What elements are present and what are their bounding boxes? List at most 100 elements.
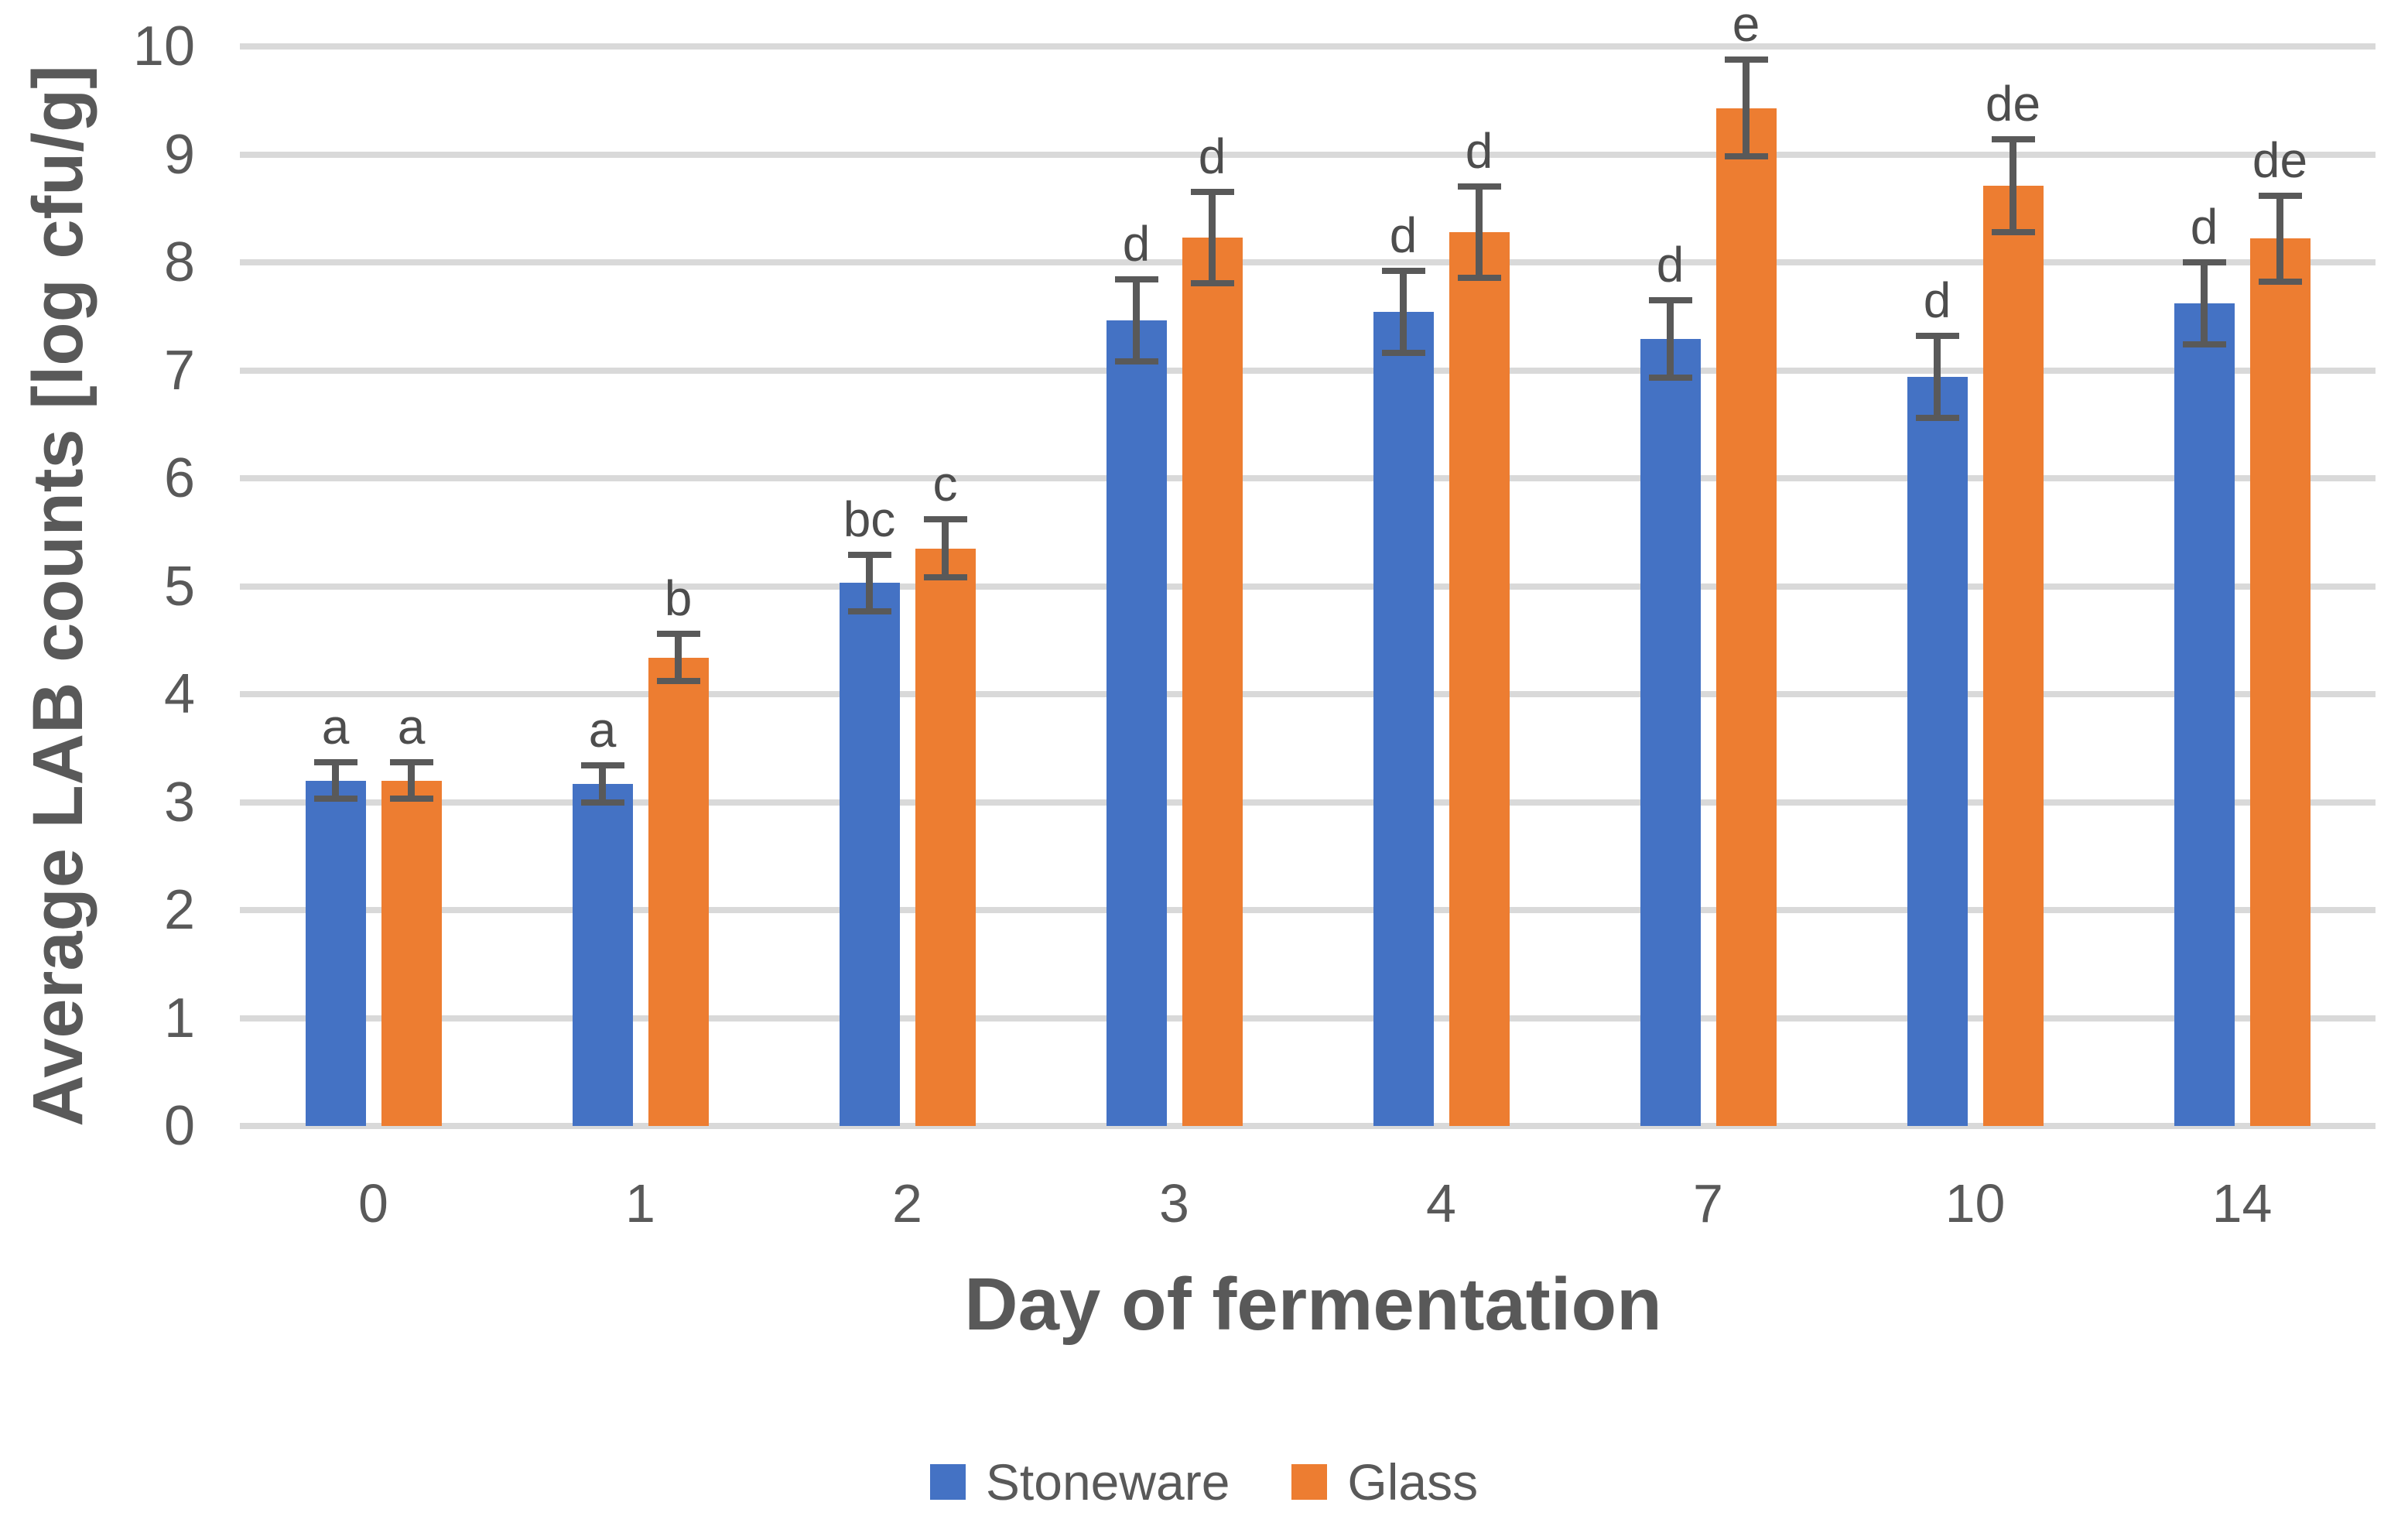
error-bar-cap-bottom: [2182, 341, 2226, 348]
error-bar-cap-bottom: [1991, 228, 2035, 235]
y-tick-label-1: 1: [163, 987, 195, 1049]
significance-letter: a: [321, 698, 350, 755]
x-tick-label-1: 1: [625, 1173, 655, 1234]
bar-glass-day-2: [915, 548, 976, 1126]
bar-stoneware-day-10: [1907, 376, 1968, 1126]
significance-letter: a: [397, 698, 426, 755]
bar-glass-day-4: [1449, 231, 1510, 1126]
gridline-y-6: [240, 475, 2376, 481]
error-bar-cap-bottom: [1457, 274, 1501, 281]
error-bar: [2201, 262, 2208, 345]
x-axis-title: Day of fermentation: [964, 1263, 1662, 1346]
legend-item-stoneware: Stoneware: [929, 1453, 1230, 1511]
y-tick-label-6: 6: [163, 447, 195, 509]
error-bar: [1133, 279, 1140, 362]
significance-letter: d: [1198, 128, 1226, 185]
bar-stoneware-day-14: [2174, 303, 2235, 1126]
bar-stoneware-day-2: [839, 583, 900, 1126]
gridline-y-1: [240, 1015, 2376, 1022]
error-bar: [332, 761, 339, 799]
significance-letter: d: [1656, 236, 1685, 293]
y-tick-label-5: 5: [163, 555, 195, 618]
x-tick-label-14: 14: [2211, 1173, 2273, 1234]
y-tick-label-4: 4: [163, 663, 195, 725]
significance-letter: e: [1732, 0, 1760, 52]
x-tick-label-3: 3: [1159, 1173, 1189, 1234]
error-bar: [1400, 271, 1407, 354]
error-bar-cap-top: [1114, 276, 1158, 283]
error-bar-cap-bottom: [1915, 414, 1959, 421]
error-bar-cap-top: [847, 552, 891, 559]
gridline-y-2: [240, 907, 2376, 913]
error-bar-cap-top: [656, 630, 700, 637]
error-bar-cap-top: [2258, 192, 2302, 199]
gridline-y-9: [240, 151, 2376, 158]
gridline-y-10: [240, 43, 2376, 50]
error-bar: [1934, 335, 1941, 418]
bar-glass-day-10: [1982, 185, 2044, 1126]
y-tick-label-10: 10: [132, 15, 195, 77]
error-bar-cap-bottom: [389, 796, 433, 803]
x-tick-label-10: 10: [1945, 1173, 2006, 1234]
y-tick-label-2: 2: [163, 879, 195, 941]
error-bar-cap-bottom: [313, 796, 357, 803]
bar-stoneware-day-7: [1640, 339, 1701, 1126]
gridline-y-8: [240, 259, 2376, 265]
error-bar-cap-top: [1190, 189, 1234, 196]
stoneware-swatch-icon: [929, 1464, 966, 1500]
y-tick-label-7: 7: [163, 339, 195, 402]
gridline-y-3: [240, 799, 2376, 806]
error-bar: [675, 633, 682, 682]
error-bar: [2276, 195, 2283, 282]
gridline-y-7: [240, 367, 2376, 374]
significance-letter: d: [1389, 207, 1418, 264]
bar-glass-day-0: [381, 780, 442, 1126]
error-bar: [866, 555, 873, 611]
significance-letter: d: [2190, 199, 2218, 255]
error-bar-cap-top: [389, 758, 433, 765]
significance-letter: a: [588, 702, 617, 758]
bar-stoneware-day-4: [1373, 312, 1434, 1126]
y-tick-label-3: 3: [163, 771, 195, 833]
error-bar-cap-top: [1724, 56, 1768, 63]
error-bar-cap-top: [1381, 268, 1425, 275]
x-tick-label-2: 2: [892, 1173, 922, 1234]
significance-letter: de: [1985, 75, 2041, 132]
x-tick-label-4: 4: [1426, 1173, 1456, 1234]
significance-letter: d: [1465, 123, 1493, 180]
error-bar: [408, 761, 415, 799]
bar-glass-day-3: [1182, 237, 1243, 1126]
glass-swatch-icon: [1291, 1464, 1328, 1500]
bar-glass-day-7: [1715, 108, 1777, 1126]
legend-label-glass: Glass: [1347, 1453, 1479, 1511]
significance-letter: b: [664, 570, 693, 626]
error-bar-cap-top: [1915, 332, 1959, 339]
error-bar-cap-bottom: [1381, 350, 1425, 357]
error-bar-cap-bottom: [847, 607, 891, 614]
x-tick-label-7: 7: [1693, 1173, 1723, 1234]
error-bar-cap-top: [1648, 296, 1692, 303]
legend: Stoneware Glass: [0, 1455, 2408, 1509]
legend-label-stoneware: Stoneware: [985, 1453, 1230, 1511]
gridline-y-0: [240, 1123, 2376, 1129]
error-bar-cap-bottom: [1190, 279, 1234, 286]
gridline-y-4: [240, 691, 2376, 697]
error-bar-cap-top: [1991, 135, 2035, 142]
error-bar: [599, 765, 606, 803]
significance-letter: c: [932, 456, 958, 512]
error-bar-cap-top: [313, 758, 357, 765]
error-bar: [1743, 59, 1750, 157]
error-bar-cap-top: [923, 516, 967, 522]
significance-letter: d: [1923, 272, 1951, 328]
bar-glass-day-14: [2249, 238, 2311, 1126]
x-tick-label-0: 0: [358, 1173, 388, 1234]
bar-stoneware-day-0: [305, 780, 366, 1126]
bar-glass-day-1: [648, 657, 709, 1126]
error-bar: [1667, 299, 1674, 378]
error-bar-cap-bottom: [580, 799, 624, 806]
error-bar: [942, 519, 949, 578]
y-tick-label-8: 8: [163, 231, 195, 293]
error-bar-cap-top: [1457, 183, 1501, 190]
